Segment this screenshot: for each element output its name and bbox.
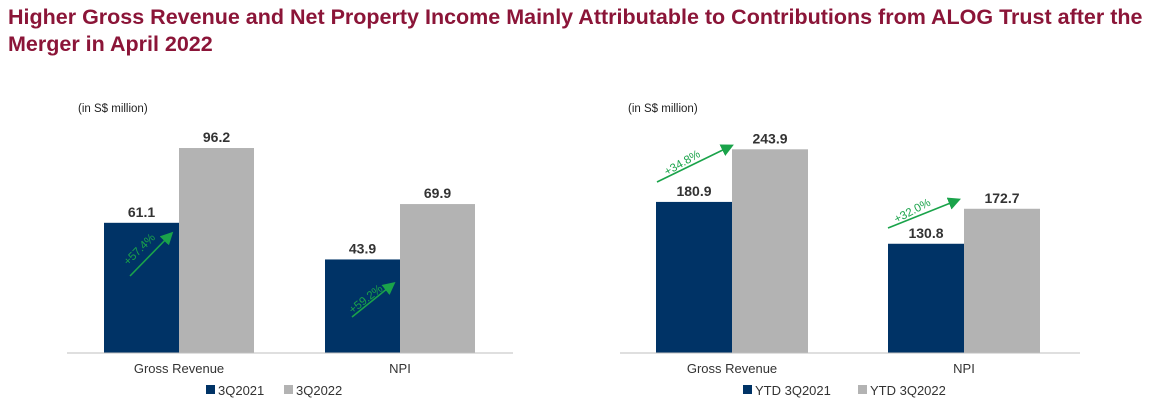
growth-label: +32.0% [892, 197, 932, 226]
growth-arrow-icon [129, 231, 174, 277]
unit-label: (in S$ million) [78, 103, 148, 115]
growth-arrow-icon [887, 197, 961, 229]
category-label: Gross Revenue [134, 361, 224, 376]
legend-label: 3Q2021 [218, 383, 264, 398]
legend-label: YTD 3Q2021 [755, 383, 831, 398]
quarterly-chart: (in S$ million) 61.1 96.2 Gross Revenue +57.… [0, 90, 560, 402]
page-title: Higher Gross Revenue and Net Property In… [8, 5, 1143, 56]
legend-swatch-prior [206, 385, 215, 394]
bar-current-1 [964, 208, 1040, 353]
category-label: Gross Revenue [687, 361, 777, 376]
category-label: NPI [389, 361, 411, 376]
legend-label: 3Q2022 [296, 383, 342, 398]
value-label: 180.9 [676, 183, 711, 199]
bar-prior-1 [888, 243, 964, 353]
value-label: 130.8 [908, 225, 943, 241]
legend-swatch-current [858, 385, 867, 394]
growth-arrow-icon [656, 144, 734, 183]
value-label: 43.9 [349, 240, 376, 256]
value-label: 96.2 [203, 129, 230, 145]
legend-swatch-prior [743, 385, 752, 394]
bar-prior-1 [325, 259, 400, 353]
legend-label: YTD 3Q2022 [870, 383, 946, 398]
unit-label: (in S$ million) [628, 103, 698, 115]
value-label: 243.9 [752, 130, 787, 146]
value-label: 172.7 [984, 190, 1019, 206]
bar-current-0 [732, 149, 808, 353]
bar-current-0 [179, 148, 254, 353]
legend-swatch-current [284, 385, 293, 394]
value-label: 61.1 [128, 204, 155, 220]
growth-arrow-icon [351, 281, 396, 318]
value-label: 69.9 [424, 185, 451, 201]
ytd-chart-svg: (in S$ million) 180.9 243.9 Gross Revenue +3… [620, 103, 1080, 398]
bar-current-1 [400, 204, 475, 353]
ytd-chart: (in S$ million) 180.9 243.9 Gross Revenue +3… [580, 90, 1140, 402]
bar-prior-0 [656, 201, 732, 353]
category-label: NPI [953, 361, 975, 376]
